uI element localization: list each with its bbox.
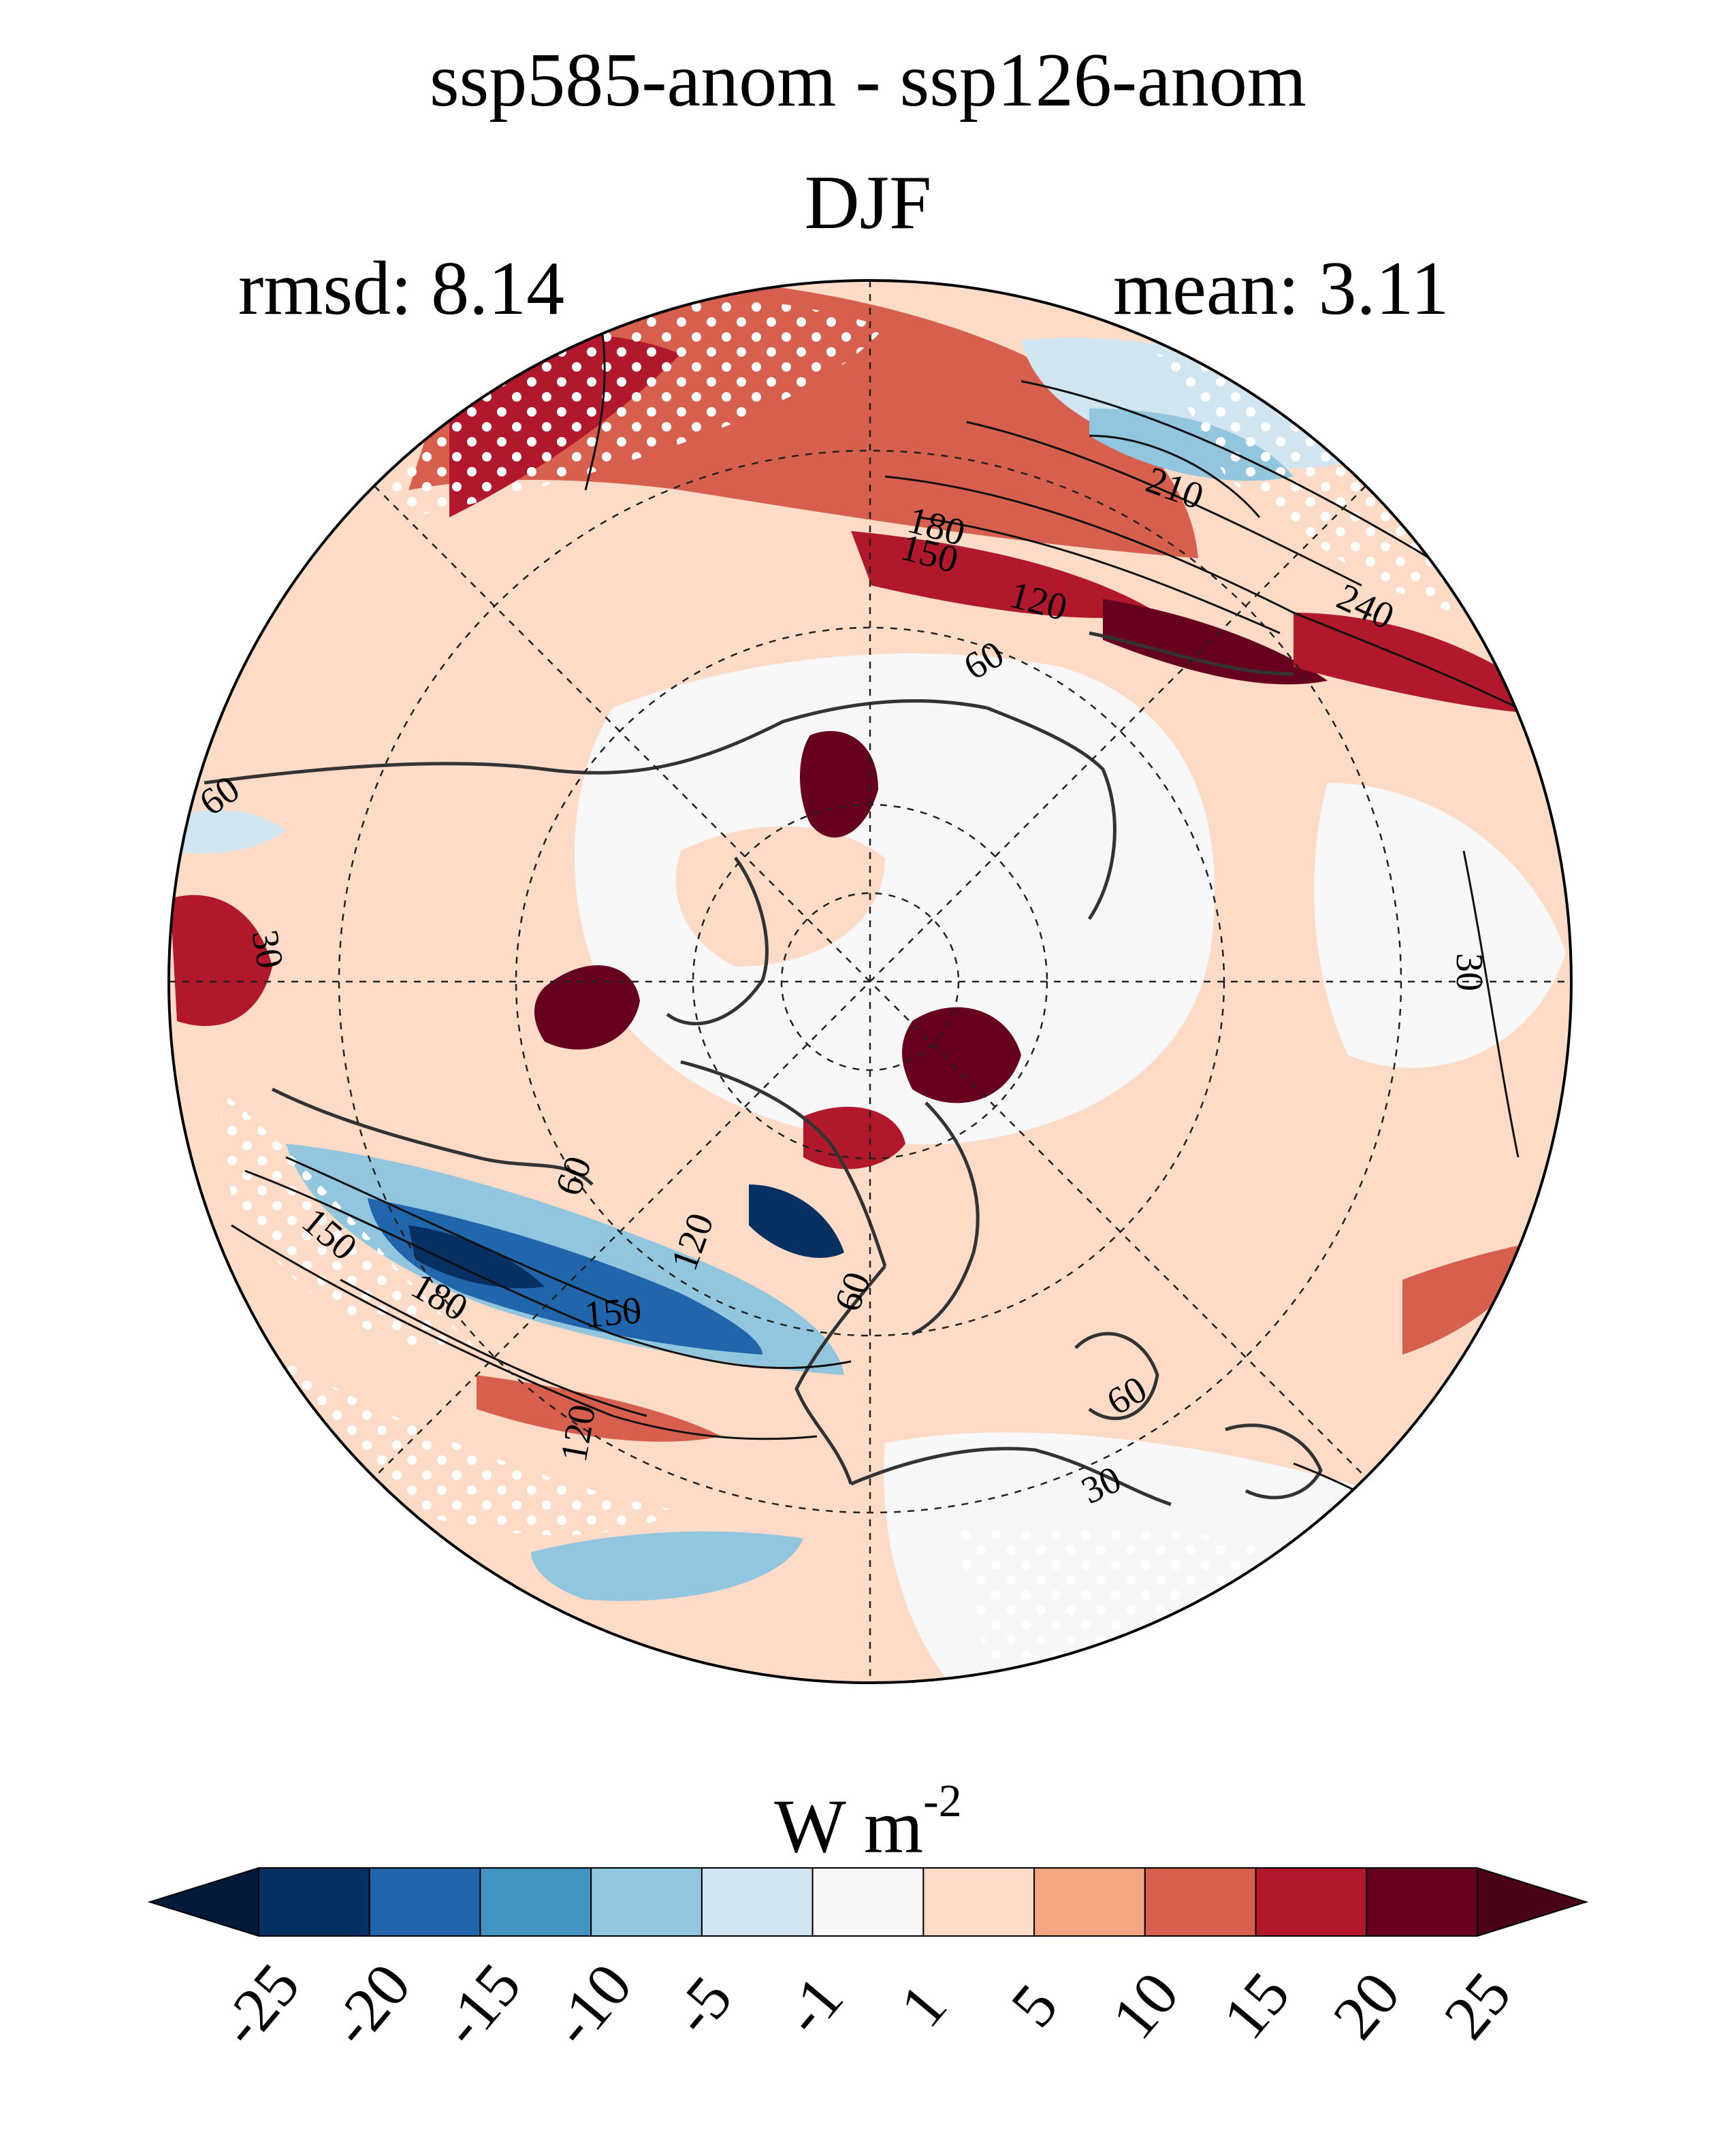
rmsd-stat: rmsd: 8.14 [238,246,565,331]
colorbar-tick-label: -1 [769,1963,856,2048]
colorbar-tick-label: -25 [206,1950,313,2059]
colorbar-tick-label: 15 [1208,1958,1303,2052]
colorbar [147,1867,1589,1937]
colorbar-tick-label: 25 [1430,1958,1524,2052]
polar-map: 210 240 180 150 120 60 60 30 30 60 150 1… [167,279,1573,1684]
colorbar-tick-label: -20 [317,1950,424,2059]
colorbar-cell [368,1867,481,1937]
colorbar-units: W m-2 [0,1777,1736,1865]
colorbar-cell [701,1867,814,1937]
mean-stat: mean: 3.11 [1113,246,1449,331]
units-base: W m [774,1784,924,1869]
colorbar-cell [479,1867,592,1937]
colorbar-tick-label: -15 [427,1950,534,2059]
colorbar-cell [1366,1867,1478,1937]
colorbar-tick-label: -5 [658,1963,745,2048]
colorbar-over-arrow [1477,1867,1589,1937]
units-exponent: -2 [923,1775,962,1826]
colorbar-under-arrow [147,1867,259,1937]
contour-label: 120 [553,1402,605,1465]
colorbar-cell [811,1867,925,1937]
map-boundary [167,279,1573,1684]
colorbar-tick-label: -10 [538,1950,645,2059]
contour-label: 30 [243,926,291,971]
contour-label: 150 [583,1289,643,1336]
map-title: ssp585-anom - ssp126-anom [430,38,1306,123]
colorbar-cells [258,1867,1478,1937]
colorbar-cell [922,1867,1035,1937]
graticule [169,280,1571,1683]
colorbar-cell [1033,1867,1146,1937]
colorbar-tick-label: 20 [1319,1958,1413,2052]
colorbar-tick-label: 1 [886,1971,961,2040]
colorbar-cell [590,1867,703,1937]
season-label: DJF [804,161,932,245]
coastlines [204,631,1323,1506]
contour-label: 30 [1448,953,1490,991]
colorbar-cell [1144,1867,1257,1937]
colorbar-cell [258,1867,370,1937]
colorbar-cell [1255,1867,1368,1937]
colorbar-tick-label: 10 [1098,1958,1192,2052]
map-field [169,280,1571,1683]
contour-lines [231,312,1532,1540]
colorbar-tick-label: 5 [997,1971,1071,2040]
